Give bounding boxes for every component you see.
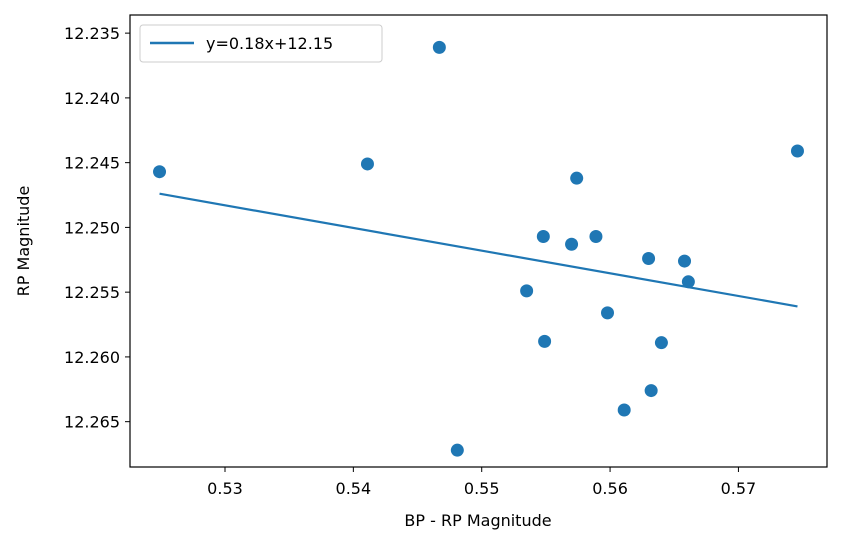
y-tick-label: 12.235 (64, 24, 120, 43)
x-tick-label: 0.53 (207, 479, 243, 498)
data-point (565, 237, 579, 251)
y-tick-label: 12.255 (64, 283, 120, 302)
x-tick-label: 0.56 (592, 479, 628, 498)
data-point (153, 165, 167, 179)
legend: y=0.18x+12.15 (139, 24, 383, 63)
data-point (617, 403, 631, 417)
y-axis-label: RP Magnitude (14, 186, 33, 297)
x-tick-label: 0.54 (336, 479, 372, 498)
y-tick-label: 12.240 (64, 89, 120, 108)
data-point (538, 334, 552, 348)
data-point (642, 251, 656, 265)
y-tick-label: 12.250 (64, 218, 120, 237)
axes-frame (129, 14, 828, 468)
y-tick-label: 12.245 (64, 154, 120, 173)
data-point (450, 443, 464, 457)
data-point (601, 306, 615, 320)
data-point (570, 171, 584, 185)
x-tick-label: 0.55 (464, 479, 500, 498)
x-axis: 0.53 0.54 0.55 0.56 0.57 (207, 467, 756, 498)
data-point (360, 157, 374, 171)
legend-label-fit-line: y=0.18x+12.15 (206, 34, 333, 53)
y-tick-label: 12.260 (64, 348, 120, 367)
plot-area (153, 40, 804, 457)
y-tick-label: 12.265 (64, 413, 120, 432)
y-axis: 12.235 12.240 12.245 12.250 12.255 12.260 12.2… (64, 24, 130, 432)
data-point (432, 40, 446, 54)
data-point (678, 254, 692, 268)
data-point (654, 336, 668, 350)
data-point (681, 275, 695, 289)
x-tick-label: 0.57 (721, 479, 757, 498)
data-point (520, 284, 534, 298)
data-point (589, 229, 603, 243)
data-point (790, 144, 804, 158)
legend-box (139, 24, 383, 63)
data-point (536, 229, 550, 243)
data-point (644, 384, 658, 398)
x-axis-label: BP - RP Magnitude (404, 511, 551, 530)
